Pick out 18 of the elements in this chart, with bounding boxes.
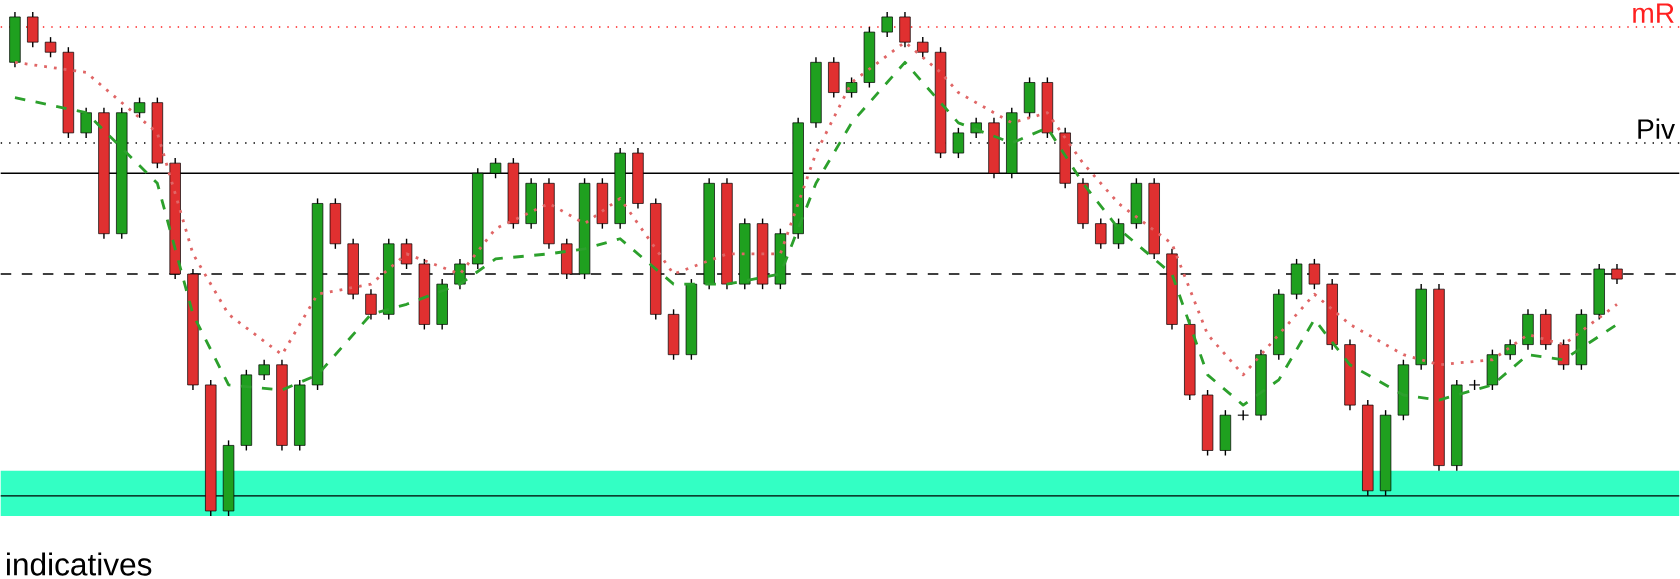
candlestick — [365, 288, 377, 321]
candlestick — [258, 358, 270, 381]
candlestick — [881, 11, 893, 38]
candlestick — [133, 96, 146, 119]
candlestick — [1112, 217, 1125, 250]
candlestick — [44, 36, 57, 58]
candlestick — [1095, 217, 1107, 250]
candlestick — [1557, 338, 1570, 371]
ref-line-label: mR — [1633, 3, 1674, 23]
candlestick — [400, 237, 413, 270]
text: indicatives — [7, 552, 152, 576]
candlestick — [1504, 338, 1516, 361]
candlestick — [917, 36, 929, 58]
candlestick — [80, 106, 92, 139]
ref-line-label: Piv — [1638, 118, 1675, 139]
candlestick — [1237, 409, 1249, 421]
candlestick — [845, 76, 858, 99]
candlestick — [952, 127, 965, 159]
